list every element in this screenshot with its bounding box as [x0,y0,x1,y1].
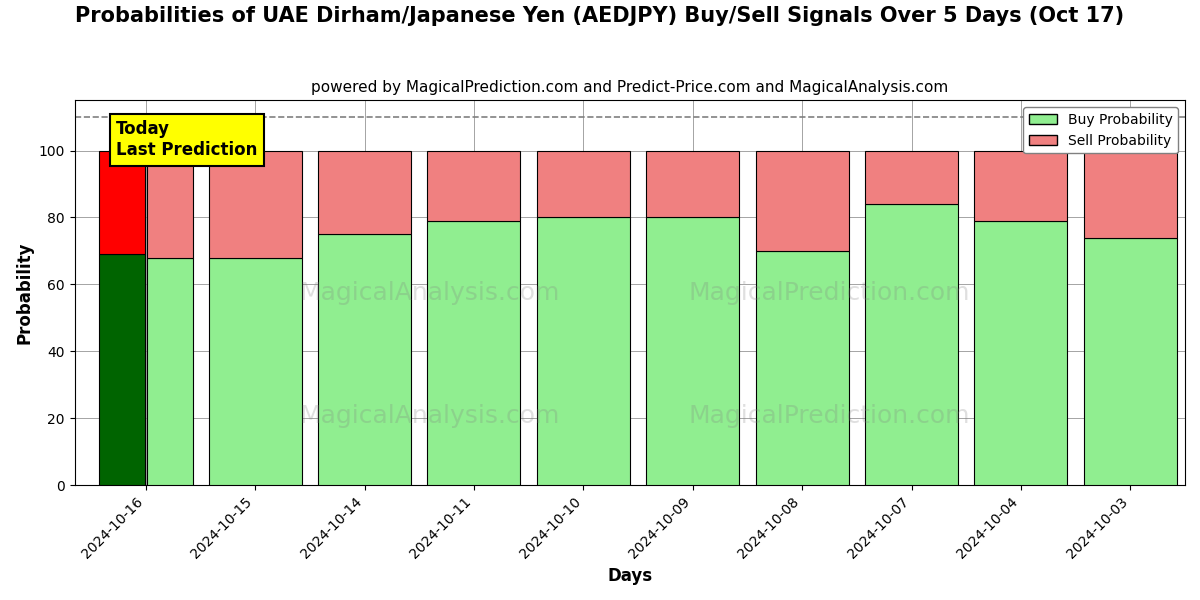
Bar [209,257,301,485]
Text: MagicalPrediction.com: MagicalPrediction.com [689,281,971,305]
Bar [427,151,521,221]
Bar [647,151,739,217]
Bar [974,221,1068,485]
Y-axis label: Probability: Probability [16,241,34,344]
Bar [318,151,412,234]
Bar [427,221,521,485]
Bar [1084,238,1177,485]
Text: Today
Last Prediction: Today Last Prediction [116,121,258,159]
Text: MagicalAnalysis.com: MagicalAnalysis.com [300,281,560,305]
Title: powered by MagicalPrediction.com and Predict-Price.com and MagicalAnalysis.com: powered by MagicalPrediction.com and Pre… [311,80,948,95]
Bar [146,257,193,485]
Bar [98,151,145,254]
Bar [1084,151,1177,238]
Bar [146,151,193,257]
Bar [209,151,301,257]
Text: Probabilities of UAE Dirham/Japanese Yen (AEDJPY) Buy/Sell Signals Over 5 Days (: Probabilities of UAE Dirham/Japanese Yen… [76,6,1124,26]
X-axis label: Days: Days [607,567,653,585]
Bar [865,204,958,485]
Bar [647,217,739,485]
Bar [756,251,848,485]
Text: MagicalAnalysis.com: MagicalAnalysis.com [300,404,560,428]
Bar [974,151,1068,221]
Bar [536,217,630,485]
Bar [536,151,630,217]
Bar [318,234,412,485]
Bar [756,151,848,251]
Legend: Buy Probability, Sell Probability: Buy Probability, Sell Probability [1024,107,1178,154]
Bar [98,254,145,485]
Bar [865,151,958,204]
Text: MagicalPrediction.com: MagicalPrediction.com [689,404,971,428]
